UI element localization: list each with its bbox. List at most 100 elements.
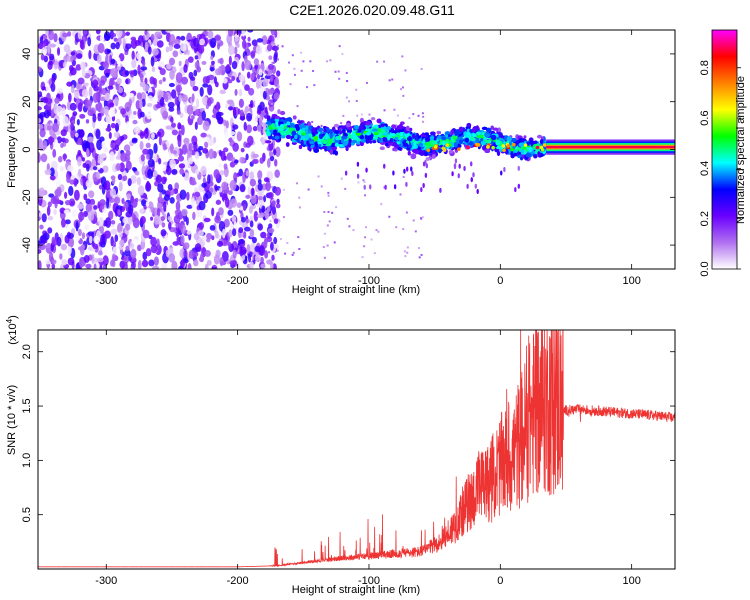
spectrogram-cell — [248, 205, 253, 214]
x-tick-label: -200 — [227, 575, 249, 587]
spectrogram-marks — [38, 30, 675, 269]
spectrogram-cell — [230, 198, 238, 208]
spectrogram-cell — [105, 115, 112, 124]
spectrogram-cell — [167, 184, 173, 191]
spectrogram-cell — [341, 125, 347, 130]
spectrogram-cell — [249, 171, 255, 181]
spectrogram-cell — [425, 144, 430, 149]
spectrogram-cell — [125, 78, 129, 85]
spectrogram-cell — [417, 114, 420, 117]
snr-y-label: SNR (10 * v/v) — [6, 385, 18, 455]
spectrogram-cell — [486, 127, 492, 133]
spectrogram-cell — [312, 70, 315, 73]
spectrogram-cell — [269, 241, 274, 251]
spectrogram-cell — [380, 203, 383, 206]
spectrogram-cell — [194, 243, 202, 252]
spectrogram-cell — [77, 156, 82, 167]
spectrogram-cell — [183, 250, 188, 258]
spectrogram-cell — [45, 101, 52, 110]
spectrogram-cell — [356, 173, 360, 179]
spectrogram-cell — [152, 48, 159, 56]
spectrogram-cell — [309, 60, 312, 63]
spectrogram-cell — [62, 32, 69, 38]
spectrogram-cell — [145, 142, 151, 149]
chart-title: C2E1.2026.020.09.48.G11 — [289, 2, 455, 18]
spectrogram-cell — [221, 250, 229, 262]
spectrogram-cell — [150, 189, 155, 201]
spectrogram-cell — [216, 240, 224, 247]
spectrogram-cell — [275, 146, 281, 158]
spectrogram-cell — [150, 236, 157, 247]
spectrogram-cell — [296, 105, 299, 108]
spectrogram-cell — [113, 131, 120, 138]
spectrogram-cell — [87, 171, 95, 182]
spectrogram-cell — [359, 117, 364, 124]
spectrogram-cell — [323, 128, 327, 133]
spectrogram-cell — [219, 89, 227, 95]
spectrogram-cell — [245, 170, 250, 177]
spectrogram-cell — [263, 238, 268, 249]
spectrogram-cell — [161, 164, 167, 172]
spectrogram-cell — [133, 110, 137, 115]
spectrogram-cell — [211, 266, 217, 269]
spectrogram-cell — [124, 51, 129, 56]
spectrogram-cell — [309, 140, 315, 145]
spectrogram-cell — [107, 85, 114, 90]
spectrogram-cell — [209, 187, 214, 193]
spectrogram-cell — [295, 126, 300, 132]
spectrogram-cell — [140, 66, 148, 71]
spectrogram-cell — [108, 131, 112, 140]
spectrogram-cell — [88, 190, 95, 199]
spectrogram-cell — [75, 82, 81, 90]
spectrogram-cell — [114, 96, 119, 107]
spectrogram-cell — [69, 102, 77, 111]
spectrogram-cell — [502, 148, 506, 153]
spectrogram-cell — [490, 134, 497, 141]
spectrogram-cell — [199, 38, 206, 46]
spectrogram-cell — [537, 150, 541, 157]
spectrogram-cell — [270, 261, 274, 269]
spectrogram-cell — [412, 219, 415, 222]
spectrogram-cell — [130, 38, 138, 49]
spectrogram-cell — [297, 236, 300, 239]
spectrogram-cell — [175, 231, 180, 238]
spectrogram-cell — [486, 145, 490, 149]
spectrogram-cell — [67, 246, 72, 255]
spectrogram-cell — [124, 249, 131, 257]
spectrogram-cell — [68, 198, 76, 207]
spectrogram-cell — [231, 215, 237, 223]
spectrogram-cell — [510, 147, 514, 152]
spectrogram-cell — [39, 112, 47, 118]
spectrogram-cell — [233, 220, 237, 231]
x-tick-label: -300 — [95, 275, 117, 287]
spectrogram-cell — [223, 147, 229, 153]
spectrogram-cell — [411, 133, 416, 139]
spectrogram-cell — [93, 205, 98, 210]
spectrogram-cell — [154, 31, 162, 38]
spectrogram-cell — [207, 139, 214, 147]
spectrogram-cell — [384, 184, 387, 190]
spectrogram-cell — [406, 135, 412, 142]
spectrogram-cell — [293, 134, 298, 140]
spectrogram-cell — [266, 115, 271, 121]
spectrogram-cell — [352, 134, 358, 141]
spectrogram-cell — [267, 191, 274, 199]
spectrogram-cell — [292, 115, 297, 120]
spectrogram-cell — [152, 97, 157, 107]
spectrogram-cell — [49, 167, 55, 177]
spectrogram-cell — [188, 142, 193, 152]
spectrogram-cell — [255, 45, 263, 55]
spectrogram-cell — [305, 125, 309, 131]
spectrogram-cell — [115, 155, 120, 160]
spectrogram-cell — [119, 162, 125, 173]
spectrogram-cell — [215, 101, 220, 112]
spectrogram-cell — [168, 221, 172, 230]
spectrogram-cell — [179, 112, 184, 119]
spectrogram-cell — [445, 143, 449, 147]
spectrogram-cell — [391, 124, 396, 129]
spectrogram-cell — [239, 115, 246, 121]
spectrogram-cell — [101, 87, 107, 96]
spectrogram-cell — [48, 193, 55, 198]
spectrogram-cell — [201, 110, 206, 121]
spectrogram-cell — [117, 86, 124, 94]
